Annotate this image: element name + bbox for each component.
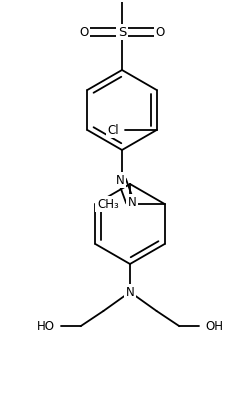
Text: N: N [126, 286, 134, 299]
Text: Cl: Cl [107, 124, 119, 136]
Text: S: S [118, 26, 126, 38]
Text: CH₃: CH₃ [97, 197, 119, 211]
Text: O: O [155, 26, 165, 38]
Text: HO: HO [37, 320, 55, 333]
Text: N: N [128, 196, 136, 208]
Text: O: O [79, 26, 89, 38]
Text: N: N [116, 173, 124, 187]
Text: OH: OH [205, 320, 224, 333]
